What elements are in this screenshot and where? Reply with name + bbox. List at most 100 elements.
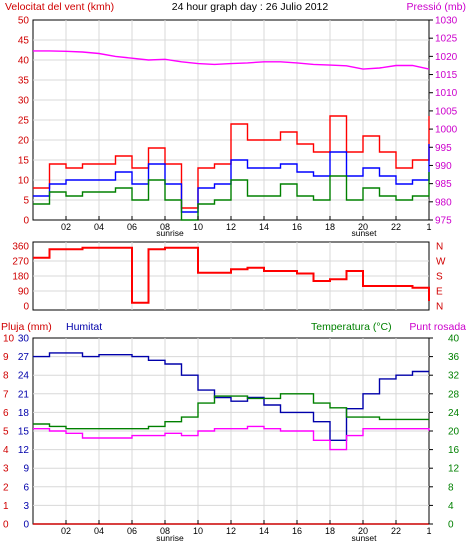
temp-ytick-label: 28: [448, 389, 460, 400]
wind-ytick-label: 45: [18, 36, 30, 47]
temp-ytick-label: 24: [448, 408, 460, 419]
pressure-ytick-label: 985: [435, 179, 452, 190]
p1-xtick-label: 10: [193, 222, 203, 232]
pressure-ytick-label: 1020: [435, 52, 458, 63]
direction-ytick-label: 270: [12, 257, 29, 268]
p3-xtick-label: 22: [391, 526, 401, 536]
compass-label: W: [436, 257, 446, 268]
rain-ytick-label: 7: [3, 389, 9, 400]
series-Humitat-line: [33, 352, 429, 441]
wind-ytick-label: 10: [18, 176, 30, 187]
pressure-ytick-label: 1025: [435, 34, 458, 45]
p1-xtick-label: 08: [160, 222, 170, 232]
temp-ytick-label: 20: [448, 427, 460, 438]
pressure-axis-label: Pressió (mb): [406, 1, 466, 13]
humidity-ytick-label: 18: [18, 408, 30, 419]
humidity-ytick-label: 12: [18, 445, 30, 456]
humidity-axis-label: Humitat: [66, 321, 102, 333]
wind-ytick-label: 25: [18, 116, 30, 127]
direction-ytick-label: 0: [23, 302, 29, 313]
wind-axis-label: Velocitat del vent (kmh): [5, 1, 114, 13]
humidity-ytick-label: 15: [18, 427, 30, 438]
wind-ytick-label: 20: [18, 136, 30, 147]
dewpoint-axis-label: Punt rosada: [409, 321, 466, 333]
p1-xtick-label: 02: [61, 222, 71, 232]
humidity-ytick-label: 30: [18, 334, 30, 345]
humidity-ytick-label: 0: [23, 520, 29, 531]
compass-label: S: [436, 272, 443, 283]
rain-ytick-label: 6: [3, 408, 9, 419]
rain-ytick-label: 3: [3, 464, 9, 475]
temp-ytick-label: 0: [448, 520, 454, 531]
wind-ytick-label: 0: [23, 216, 29, 227]
rain-ytick-label: 9: [3, 352, 9, 363]
compass-label: N: [436, 302, 443, 313]
humidity-temp-panel: Pluja (mm) Humitat Temperatura (°C) Punt…: [1, 321, 466, 543]
direction-ytick-label: 360: [12, 242, 29, 253]
humidity-ytick-label: 27: [18, 352, 30, 363]
sunrise-label-1: sunrise: [156, 228, 184, 238]
sunset-label-3: sunset: [351, 533, 377, 543]
pressure-ytick-label: 980: [435, 197, 452, 208]
pressure-ytick-label: 1005: [435, 106, 458, 117]
p1-xtick-label: 16: [292, 222, 302, 232]
p1-xtick-label: 20: [358, 222, 368, 232]
series-Punt-rosada-line: [33, 425, 430, 451]
wind-ytick-label: 50: [18, 16, 30, 27]
p1-xtick-label: 04: [94, 222, 104, 232]
compass-label: N: [436, 242, 443, 253]
p3-xtick-label: 02: [61, 526, 71, 536]
series-Temperatura-line: [33, 393, 429, 430]
p3-xtick-label: 1: [426, 526, 431, 536]
series-pressure-line: [33, 50, 430, 70]
rain-ytick-label: 1: [3, 501, 9, 512]
p1-xtick-label: 14: [259, 222, 269, 232]
p3-xtick-label: 20: [358, 526, 368, 536]
direction-ytick-label: 180: [12, 272, 29, 283]
temp-ytick-label: 40: [448, 334, 460, 345]
pressure-ytick-label: 1000: [435, 125, 458, 136]
temp-ytick-label: 8: [448, 482, 454, 493]
temp-ytick-label: 36: [448, 352, 460, 363]
rain-ytick-label: 0: [3, 520, 9, 531]
p1-xtick-label: 18: [325, 222, 335, 232]
temp-ytick-label: 32: [448, 371, 460, 382]
wind-ytick-label: 5: [23, 196, 29, 207]
p3-xtick-label: 06: [127, 526, 137, 536]
wind-ytick-label: 35: [18, 76, 30, 87]
pressure-ytick-label: 975: [435, 216, 452, 227]
temp-ytick-label: 16: [448, 445, 460, 456]
pressure-ytick-label: 990: [435, 161, 452, 172]
pressure-ytick-label: 1030: [435, 16, 458, 27]
wind-pressure-panel: Velocitat del vent (kmh) 24 hour graph d…: [5, 1, 466, 238]
pressure-ytick-label: 1010: [435, 88, 458, 99]
humidity-ytick-label: 6: [23, 482, 29, 493]
sunset-label-1: sunset: [351, 228, 377, 238]
sunrise-label-3: sunrise: [156, 533, 184, 543]
p3-xtick-label: 18: [325, 526, 335, 536]
p3-xtick-label: 10: [193, 526, 203, 536]
rain-ytick-label: 4: [3, 445, 9, 456]
humidity-ytick-label: 9: [23, 464, 29, 475]
temp-ytick-label: 4: [448, 501, 454, 512]
temp-ytick-label: 12: [448, 464, 460, 475]
humidity-ytick-label: 21: [18, 389, 30, 400]
wind-ytick-label: 15: [18, 156, 30, 167]
p1-xtick-label: 22: [391, 222, 401, 232]
compass-label: E: [436, 287, 443, 298]
p1-xtick-label: 06: [127, 222, 137, 232]
p3-xtick-label: 14: [259, 526, 269, 536]
chart-title: 24 hour graph day : 26 Julio 2012: [172, 1, 329, 13]
p3-xtick-label: 16: [292, 526, 302, 536]
series-average-line: [33, 144, 430, 213]
rain-ytick-label: 10: [3, 334, 15, 345]
rain-ytick-label: 8: [3, 371, 9, 382]
temp-axis-label: Temperatura (°C): [311, 321, 392, 333]
series-wind-direction-line: [33, 246, 430, 304]
wind-ytick-label: 40: [18, 56, 30, 67]
series-gust-line: [33, 115, 430, 209]
direction-ytick-label: 90: [18, 287, 30, 298]
humidity-ytick-label: 3: [23, 501, 29, 512]
